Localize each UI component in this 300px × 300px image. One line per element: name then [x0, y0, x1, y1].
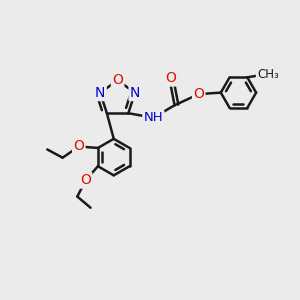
- Text: O: O: [112, 73, 123, 87]
- Text: O: O: [80, 173, 91, 188]
- Text: O: O: [74, 140, 84, 154]
- Text: N: N: [130, 86, 140, 100]
- Text: NH: NH: [144, 111, 163, 124]
- Text: O: O: [166, 71, 176, 85]
- Text: O: O: [193, 87, 204, 101]
- Text: CH₃: CH₃: [257, 68, 279, 82]
- Text: N: N: [95, 86, 105, 100]
